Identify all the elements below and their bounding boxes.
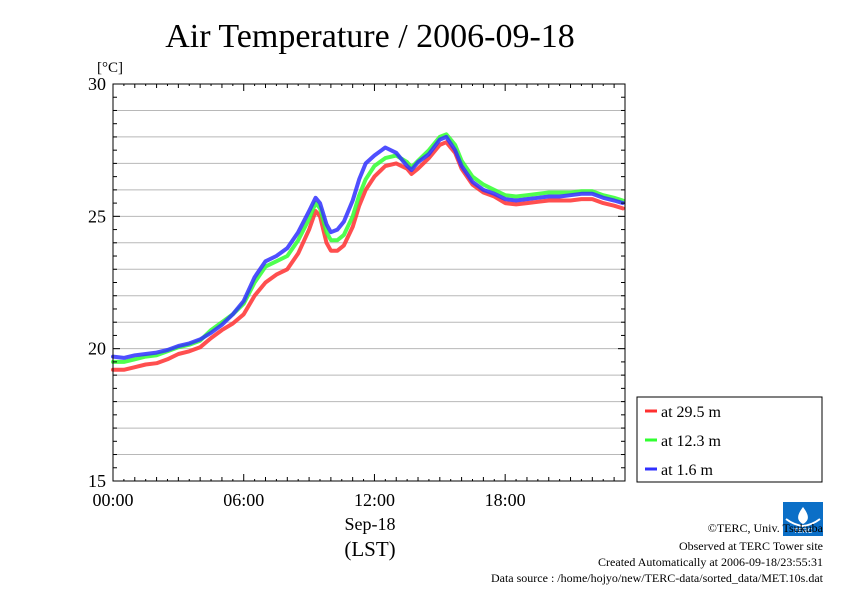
y-axis-unit-label: [°C] xyxy=(97,60,123,76)
series-line-0 xyxy=(111,140,625,372)
credit-copyright: ©TERC, Univ. Tsukuba xyxy=(708,521,824,535)
x-tick-labels: 00:00 06:00 12:00 18:00 xyxy=(92,490,525,510)
plot-area xyxy=(111,83,626,482)
grid-lines xyxy=(113,109,625,456)
x-tick-label: 06:00 xyxy=(223,490,264,510)
y-tick-label: 30 xyxy=(88,74,106,94)
axis-ticks xyxy=(112,83,626,482)
y-tick-label: 15 xyxy=(88,471,106,491)
x-axis-timezone-label: (LST) xyxy=(344,537,395,561)
terc-logo: TERC xyxy=(783,502,823,536)
legend-label: at 29.5 m xyxy=(661,404,722,421)
legend-label: at 12.3 m xyxy=(661,433,722,450)
credit-source: Data source : /home/hojyo/new/TERC-data/… xyxy=(491,571,824,585)
series-line-2 xyxy=(111,134,625,360)
x-tick-label: 18:00 xyxy=(485,490,526,510)
y-tick-label: 25 xyxy=(88,206,106,226)
chart-title: Air Temperature / 2006-09-18 xyxy=(165,18,575,55)
y-tick-labels: 15 20 25 30 xyxy=(88,74,106,491)
x-tick-label: 00:00 xyxy=(92,490,133,510)
terc-logo-text: TERC xyxy=(793,528,812,535)
legend: at 29.5 m at 12.3 m at 1.6 m xyxy=(636,396,823,483)
credit-created: Created Automatically at 2006-09-18/23:5… xyxy=(598,555,823,569)
series-lines xyxy=(111,132,625,372)
credit-observed: Observed at TERC Tower site xyxy=(679,539,823,553)
x-axis-date-label: Sep-18 xyxy=(345,514,396,534)
legend-label: at 1.6 m xyxy=(661,462,714,479)
x-tick-label: 12:00 xyxy=(354,490,395,510)
y-tick-label: 20 xyxy=(88,339,106,359)
